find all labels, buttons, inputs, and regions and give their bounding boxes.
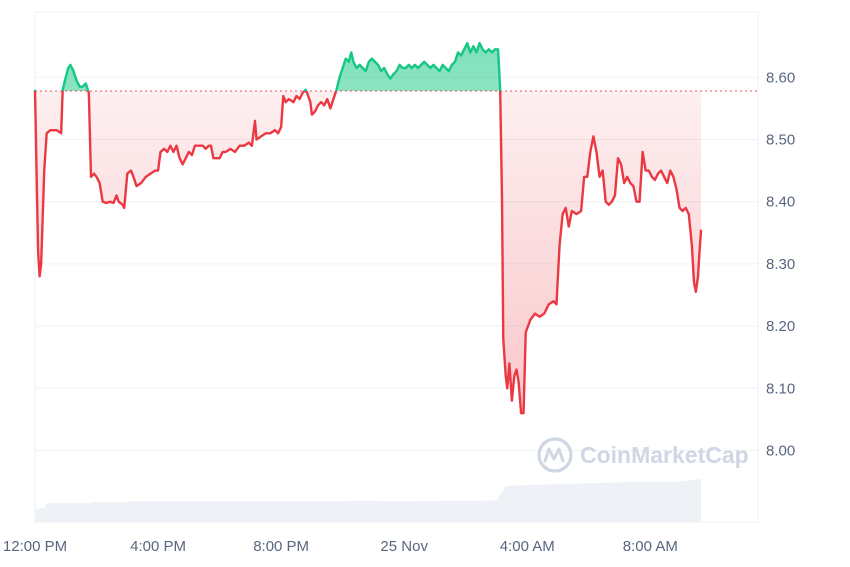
x-tick-label: 4:00 AM	[500, 538, 555, 555]
y-tick-label: 8.60	[766, 69, 795, 86]
price-line-below	[33, 90, 703, 415]
x-axis: 12:00 PM 4:00 PM 8:00 PM 25 Nov 4:00 AM 8:00 …	[3, 538, 678, 555]
y-tick-label: 8.10	[766, 380, 795, 397]
coinmarketcap-watermark: CoinMarketCap	[537, 437, 749, 473]
x-tick-label: 4:00 PM	[130, 538, 186, 555]
price-line	[33, 41, 703, 415]
watermark-text: CoinMarketCap	[580, 442, 749, 468]
x-tick-label: 25 Nov	[380, 538, 428, 555]
price-area	[35, 43, 702, 414]
x-tick-label: 8:00 PM	[253, 538, 309, 555]
y-tick-label: 8.30	[766, 256, 795, 273]
y-tick-label: 8.20	[766, 318, 795, 335]
volume-area	[35, 478, 702, 522]
price-line-above	[33, 41, 502, 91]
y-axis: 8.00 8.10 8.20 8.30 8.40 8.50 8.60	[766, 69, 795, 459]
x-tick-label: 8:00 AM	[623, 538, 678, 555]
area-below-baseline	[35, 90, 702, 414]
x-tick-label: 12:00 PM	[3, 538, 67, 555]
coinmarketcap-logo-icon	[537, 437, 573, 473]
y-tick-label: 8.00	[766, 442, 795, 459]
volume-bars	[35, 478, 702, 522]
y-tick-label: 8.50	[766, 132, 795, 149]
y-tick-label: 8.40	[766, 194, 795, 211]
